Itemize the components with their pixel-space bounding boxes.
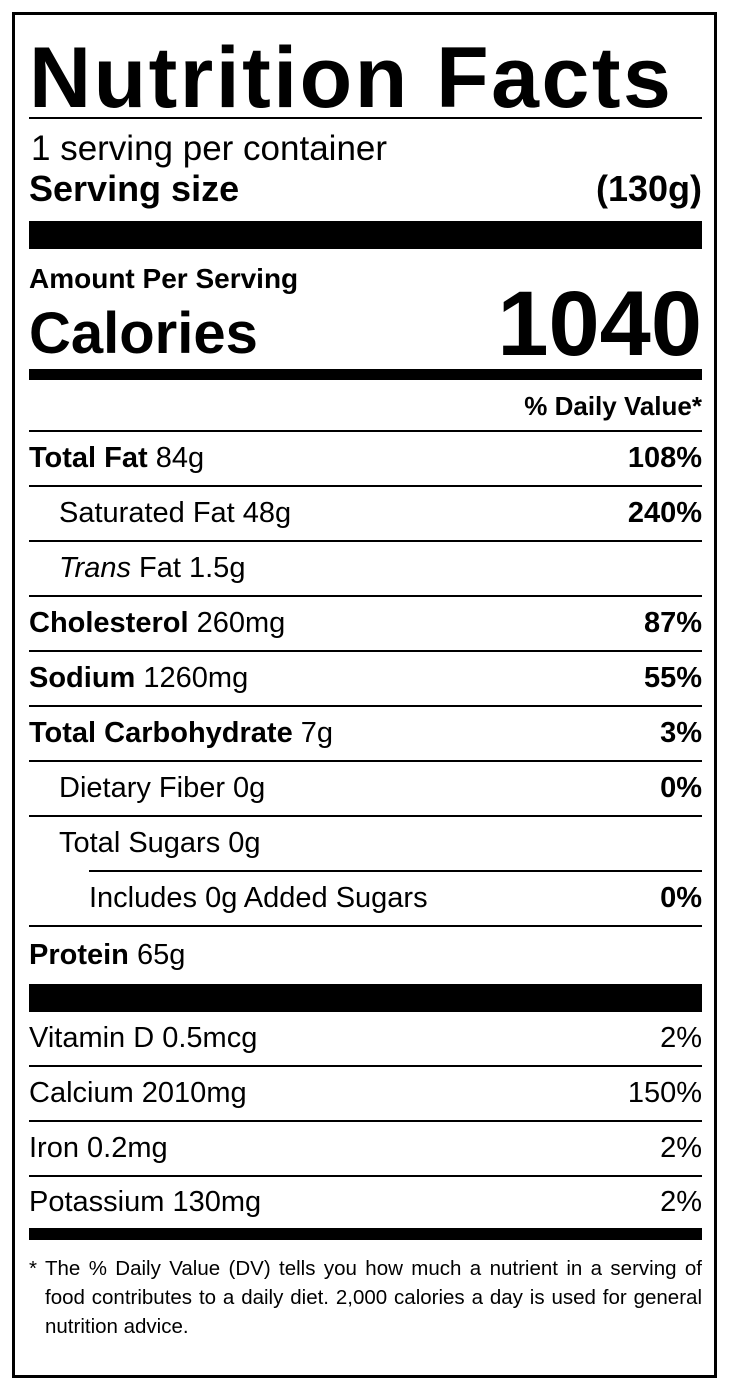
vitamin-dv: 150%	[627, 1077, 702, 1109]
amount-per-serving: Amount Per Serving	[29, 263, 299, 294]
divider-thick	[29, 221, 702, 249]
label-title: Nutrition Facts	[29, 35, 702, 121]
nutrient-amount: 65g	[128, 939, 186, 971]
nutrient-name: Total Sugars 0g	[59, 827, 261, 859]
calories-value: 1040	[497, 273, 702, 375]
nutrient-name: Fat 1.5g	[130, 552, 246, 584]
nutrient-dv: 55%	[643, 662, 702, 694]
nutrient-row-protein: Protein 65g	[29, 927, 702, 984]
nutrient-dv: 240%	[627, 497, 702, 529]
divider-medium	[29, 369, 702, 380]
vitamin-name: Calcium 2010mg	[29, 1077, 247, 1109]
nutrient-row-trans-fat: Trans Fat 1.5g	[29, 542, 702, 597]
nutrient-row-sodium: Sodium 1260mg 55%	[29, 652, 702, 707]
vitamin-name: Vitamin D 0.5mcg	[29, 1022, 258, 1054]
nutrient-dv: 3%	[660, 717, 702, 749]
nutrient-row-total-sugars: Total Sugars 0g	[29, 817, 702, 870]
nutrient-name: Includes 0g Added Sugars	[89, 882, 428, 914]
nutrient-row-total-fat: Total Fat 84g 108%	[29, 432, 702, 487]
nutrient-dv: 0%	[660, 882, 702, 914]
nutrient-name: Protein	[29, 939, 129, 971]
nutrient-name: Dietary Fiber 0g	[59, 772, 266, 804]
footnote: * The % Daily Value (DV) tells you how m…	[29, 1257, 702, 1338]
nutrient-name: Saturated Fat 48g	[59, 497, 292, 529]
nutrient-name: Sodium	[29, 662, 136, 694]
nutrient-name: Total Fat	[29, 442, 148, 474]
nutrient-dv: 108%	[627, 442, 702, 474]
nutrient-name-italic: Trans	[59, 552, 131, 584]
vitamin-dv: 2%	[660, 1022, 702, 1054]
nutrient-amount: 260mg	[188, 607, 286, 639]
nutrient-row-dietary-fiber: Dietary Fiber 0g 0%	[29, 762, 702, 817]
servings-per-container: 1 serving per container	[31, 129, 388, 168]
nutrient-dv: 0%	[660, 772, 702, 804]
nutrient-dv: 87%	[643, 607, 702, 639]
vitamin-dv: 2%	[660, 1186, 702, 1218]
vitamin-dv: 2%	[660, 1132, 702, 1164]
nutrient-amount: 84g	[147, 442, 205, 474]
vitamin-name: Iron 0.2mg	[29, 1132, 168, 1164]
nutrient-row-cholesterol: Cholesterol 260mg 87%	[29, 597, 702, 652]
nutrient-name: Cholesterol	[29, 607, 189, 639]
nutrient-row-added-sugars: Includes 0g Added Sugars 0%	[29, 872, 702, 927]
nutrient-row-total-carbohydrate: Total Carbohydrate 7g 3%	[29, 707, 702, 762]
vitamin-row-iron: Iron 0.2mg 2%	[29, 1122, 702, 1177]
serving-size-label: Serving size	[29, 168, 240, 209]
vitamin-row-vitamin-d: Vitamin D 0.5mcg 2%	[29, 1012, 702, 1067]
divider-medium	[29, 1228, 702, 1240]
divider-thick	[29, 984, 702, 1012]
nutrient-name: Total Carbohydrate	[29, 717, 293, 749]
nutrition-facts-label: Nutrition Facts 1 serving per container …	[12, 12, 717, 1378]
daily-value-header: % Daily Value*	[29, 380, 702, 432]
nutrient-amount: 1260mg	[135, 662, 249, 694]
vitamin-row-calcium: Calcium 2010mg 150%	[29, 1067, 702, 1122]
serving-size: Serving size (130g)	[29, 169, 702, 209]
calories-row: Calories 1040	[29, 278, 702, 370]
nutrient-row-saturated-fat: Saturated Fat 48g 240%	[29, 487, 702, 542]
serving-size-value: (130g)	[595, 168, 702, 209]
divider-sugars	[89, 870, 702, 872]
vitamin-name: Potassium 130mg	[29, 1186, 262, 1218]
nutrient-amount: 7g	[292, 717, 334, 749]
vitamin-row-potassium: Potassium 130mg 2%	[29, 1177, 702, 1228]
calories-label: Calories	[29, 301, 258, 366]
